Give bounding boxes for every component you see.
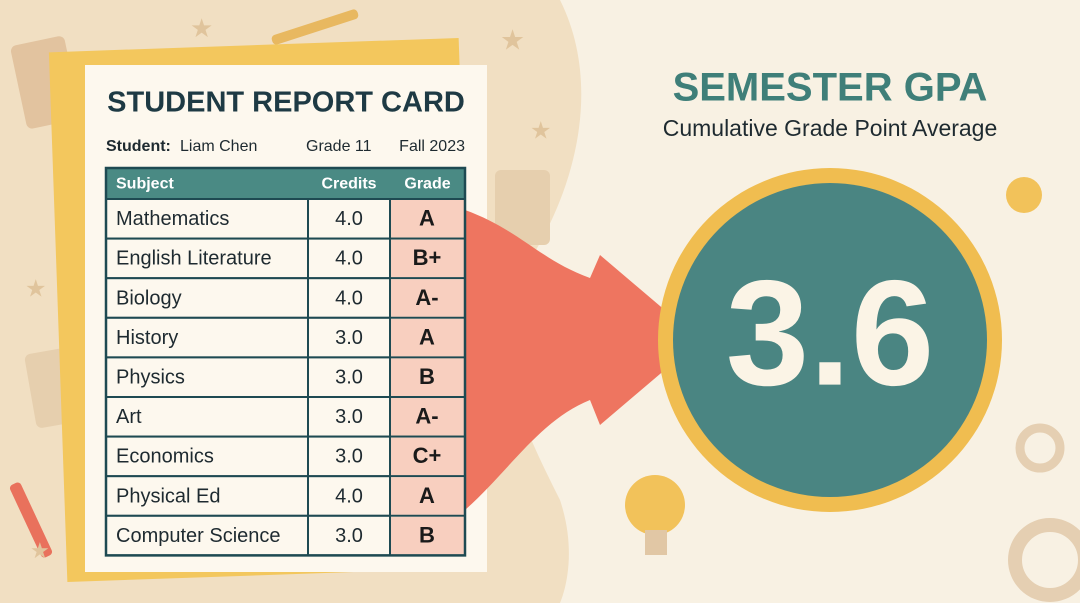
credits-cell: 4.0 — [335, 248, 363, 270]
credits-cell: 3.0 — [335, 446, 363, 468]
grade-cell — [391, 437, 464, 476]
grade-value: B — [419, 364, 435, 389]
gear-icon — [1008, 518, 1080, 602]
grade-value: A — [419, 324, 435, 349]
header-cell: Subject — [116, 176, 174, 193]
credits-cell: 4.0 — [335, 485, 363, 507]
subject-cell: Art — [116, 406, 142, 428]
pencil-icon — [271, 9, 359, 45]
grades-table: Subject Credits Grade Mathematics 4.0 A Englis… — [104, 166, 467, 557]
card-title: STUDENT REPORT CARD — [107, 87, 465, 119]
gpa-circle — [673, 183, 987, 497]
arrow — [465, 210, 700, 510]
calculator-icon — [495, 170, 550, 245]
grade-value: A- — [415, 285, 438, 310]
credits-cell: 3.0 — [335, 406, 363, 428]
gear-icon — [1015, 423, 1065, 473]
star-icon: ★ — [190, 13, 213, 43]
grade-cell — [391, 318, 464, 357]
subject-cell: English Literature — [116, 248, 272, 270]
header-cell: Grade — [404, 176, 450, 193]
grade-value: B — [419, 522, 435, 547]
grade-level: Grade 11 — [306, 138, 372, 155]
star-icon: ★ — [500, 24, 525, 55]
bulb-base — [645, 530, 667, 555]
table-header — [106, 168, 465, 199]
credits-cell: 3.0 — [335, 525, 363, 547]
grade-value: A — [419, 206, 435, 231]
grade-cell — [391, 477, 464, 515]
table-border — [104, 166, 467, 557]
gpa-subtitle: Cumulative Grade Point Average — [663, 115, 998, 141]
crayon-icon — [9, 482, 53, 558]
subject-cell: History — [116, 327, 178, 349]
gpa-value: 3.6 — [726, 249, 935, 417]
credits-cell: 3.0 — [335, 327, 363, 349]
grade-cell — [391, 239, 464, 278]
credits-cell: 3.0 — [335, 366, 363, 388]
grade-value: B+ — [413, 245, 442, 270]
header-cell: Credits — [321, 176, 376, 193]
grade-value: A — [419, 483, 435, 508]
subject-cell: Physics — [116, 366, 185, 388]
student-label: Student: — [106, 138, 171, 155]
subject-cell: Computer Science — [116, 525, 281, 547]
grade-cell — [391, 516, 464, 555]
grade-cell — [391, 398, 464, 436]
star-icon: ★ — [530, 117, 552, 144]
grade-value: C+ — [413, 443, 442, 468]
bulb-icon — [1006, 177, 1042, 213]
grade-value: A- — [415, 404, 438, 429]
subject-cell: Biology — [116, 287, 182, 309]
bulb-icon — [625, 475, 685, 535]
grade-cell — [391, 200, 464, 238]
credits-cell: 4.0 — [335, 208, 363, 230]
term: Fall 2023 — [399, 138, 465, 155]
grade-cell — [391, 358, 464, 396]
student-name: Liam Chen — [180, 138, 257, 155]
credits-cell: 4.0 — [335, 287, 363, 309]
grade-cell — [391, 279, 464, 317]
star-icon: ★ — [30, 538, 50, 563]
star-icon: ★ — [25, 275, 47, 302]
gpa-title: SEMESTER GPA — [673, 66, 988, 110]
subject-cell: Economics — [116, 446, 214, 468]
subject-cell: Mathematics — [116, 208, 229, 230]
subject-cell: Physical Ed — [116, 485, 221, 507]
